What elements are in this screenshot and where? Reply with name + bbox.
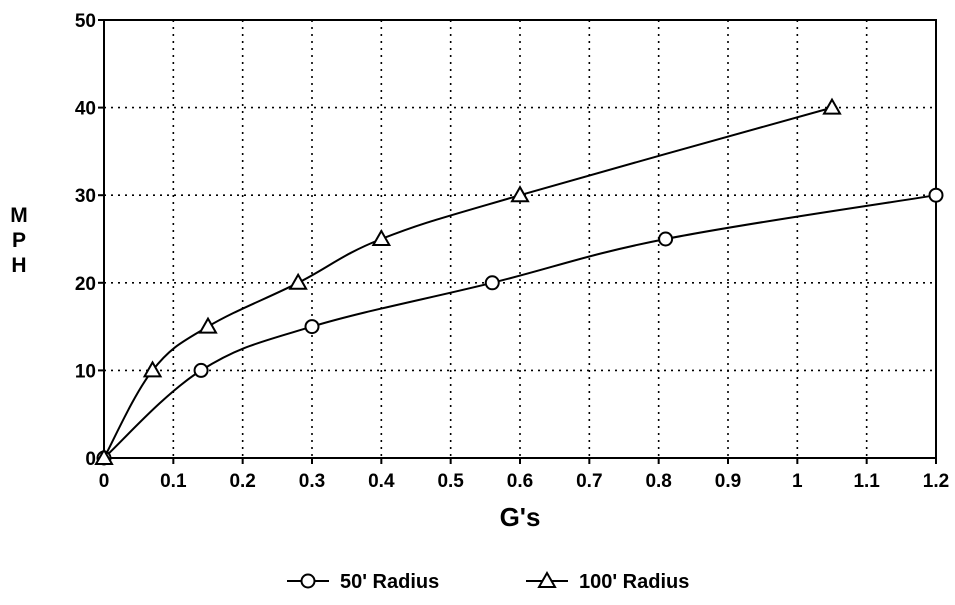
- x-tick-label: 0.3: [299, 471, 325, 492]
- x-tick-label: 0.1: [160, 471, 187, 492]
- x-tick-label: 0.4: [368, 471, 395, 492]
- data-point: [142, 360, 163, 378]
- x-tick-label: 0.5: [437, 471, 464, 492]
- x-axis-title: G's: [500, 502, 541, 532]
- legend-label: 100' Radius: [579, 571, 689, 593]
- data-point: [484, 275, 500, 291]
- x-tick-label: 1.1: [853, 471, 880, 492]
- legend-item: 50' Radius: [287, 571, 439, 593]
- y-axis-title-letter: M: [10, 204, 28, 227]
- x-tick-label: 0.6: [507, 471, 533, 492]
- y-axis-title-letter: P: [12, 229, 26, 252]
- legend-label: 50' Radius: [340, 571, 439, 593]
- series-line: [103, 194, 937, 459]
- data-point: [288, 272, 308, 290]
- y-tick-label: 10: [75, 361, 96, 382]
- y-tick-label: 0: [85, 449, 96, 470]
- y-axis-title-letter: H: [11, 254, 26, 277]
- legend: 50' Radius 100' Radius: [287, 570, 689, 593]
- x-tick-label: 0.9: [715, 471, 741, 492]
- series-100-radius: [94, 97, 842, 465]
- y-tick-label: 30: [75, 186, 96, 207]
- data-point: [928, 187, 944, 203]
- grid: [104, 20, 936, 458]
- legend-marker: [300, 573, 316, 589]
- data-point: [371, 228, 392, 246]
- data-point: [510, 185, 530, 203]
- data-point: [198, 316, 218, 334]
- data-point: [193, 362, 209, 378]
- legend-item: 100' Radius: [526, 570, 689, 593]
- x-tick-label: 1.2: [923, 471, 949, 492]
- x-tick-label: 0: [99, 471, 110, 492]
- x-tick-label: 0.7: [576, 471, 602, 492]
- data-point: [658, 231, 674, 247]
- x-tick-label: 0.2: [229, 471, 255, 492]
- data-point: [304, 319, 320, 335]
- data-point: [822, 97, 842, 115]
- data-point: [94, 447, 114, 465]
- y-tick-label: 40: [75, 99, 96, 120]
- x-tick-label: 0.8: [645, 471, 671, 492]
- legend-marker: [537, 570, 557, 588]
- axis-ticks: 0 0.1 0.2 0.3 0.4 0.5 0.6 0.7 0.8 0.9 1 1.1 1.2 0 10 20…: [75, 11, 949, 492]
- series: [94, 97, 944, 466]
- x-tick-label: 1: [792, 471, 803, 492]
- y-tick-label: 50: [75, 11, 96, 32]
- y-tick-label: 20: [75, 274, 96, 295]
